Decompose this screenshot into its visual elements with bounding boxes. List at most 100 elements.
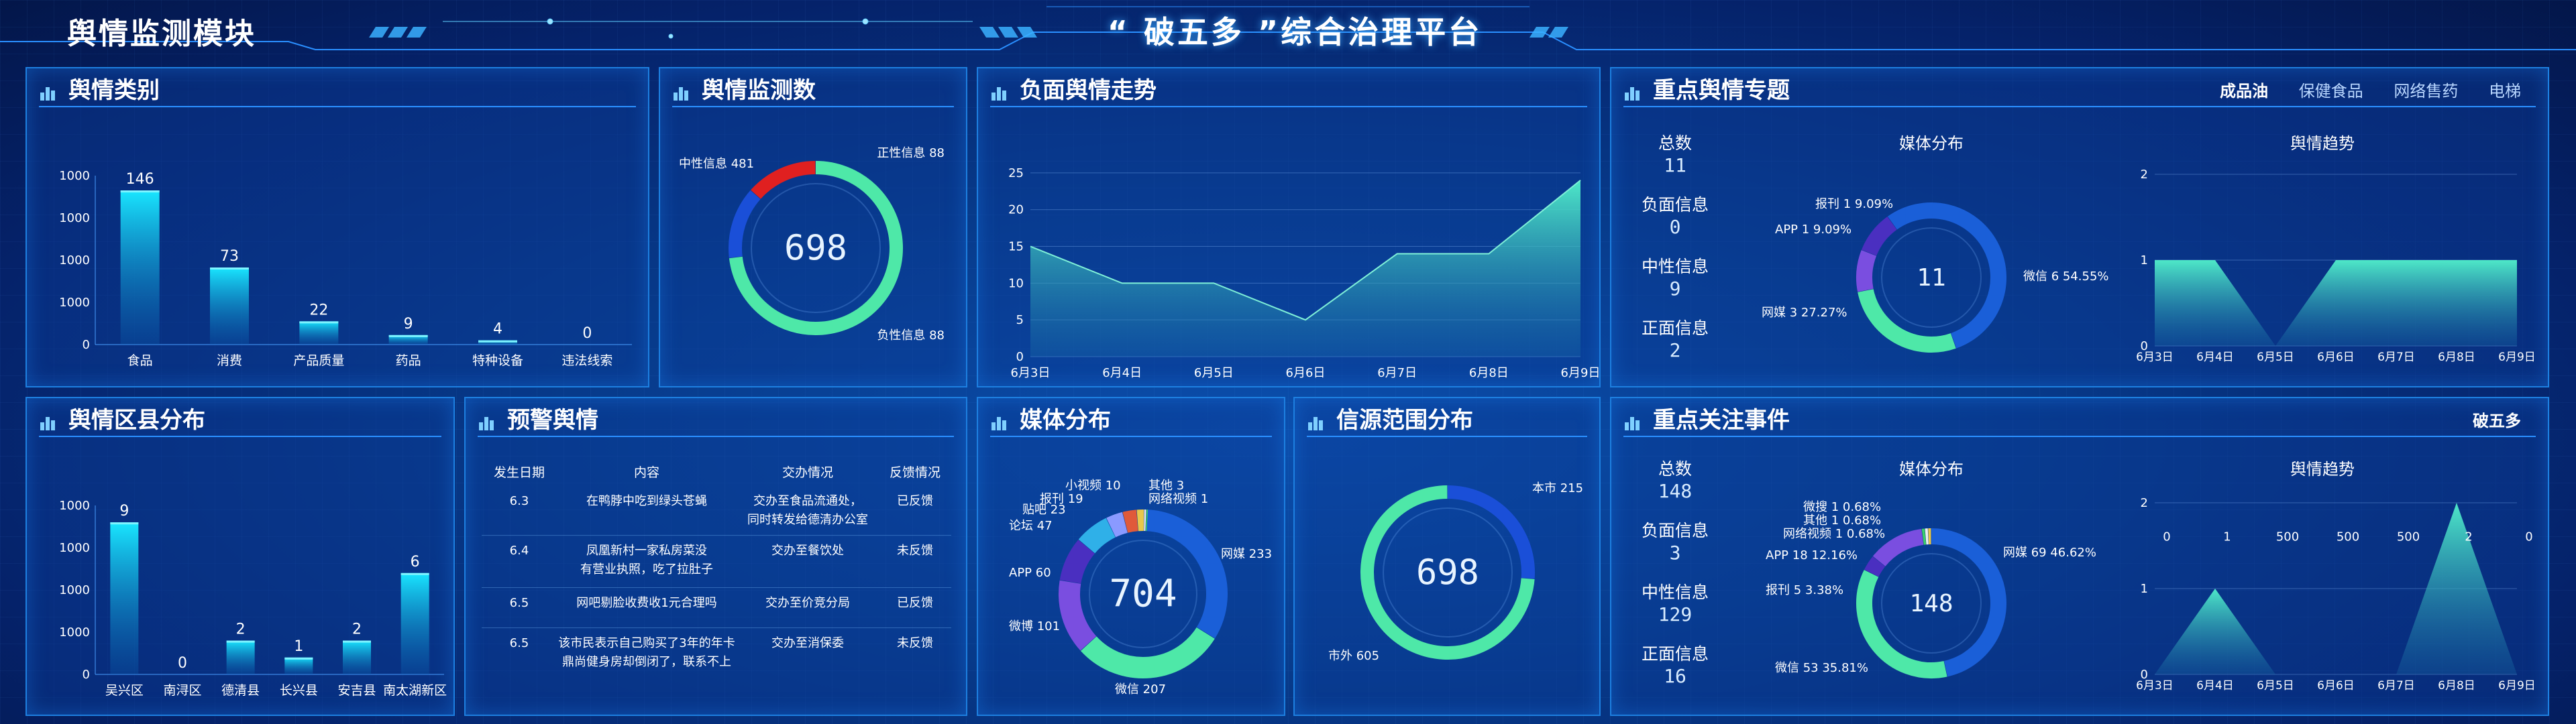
bar-value-label: 9 (404, 316, 413, 333)
slice-label: 网媒 69 46.62% (2003, 546, 2096, 560)
cell-content: 该市民表示自己购买了3年的年卡 鼎尚健身房却倒闭了，联系不上 (558, 636, 735, 669)
tab-wangluoshouyao[interactable]: 网络售药 (2394, 82, 2459, 101)
slice-label: 负性信息 88 (877, 328, 945, 343)
donut-center-value: 698 (1416, 552, 1479, 593)
y-tick-label: 1000 (59, 169, 90, 183)
bar (343, 640, 371, 674)
area-fill (2155, 260, 2517, 346)
x-tick-label: 6月4日 (2196, 351, 2234, 364)
panel-title-warning: 预警舆情 (478, 405, 954, 437)
slice-label: 论坛 47 (1009, 519, 1053, 533)
media-donut-chart: 704 网媒 233 微信 207 微博 101 APP 60 论坛 47 贴吧 23报刊 … (1009, 479, 1272, 697)
x-tick-label: 南太湖新区 (383, 683, 447, 698)
y-tick-label: 5 (1016, 313, 1024, 327)
x-tick-label: 6月5日 (1194, 366, 1234, 380)
y-tick-label: 1 (2141, 582, 2148, 596)
stat-negative-value: 0 (1669, 216, 1681, 238)
table-header-date: 发生日期 (493, 465, 545, 480)
row-divider (482, 627, 951, 628)
tab-dianti[interactable]: 电梯 (2489, 82, 2521, 101)
x-tick-label: 6月3日 (2136, 351, 2174, 364)
panel-title-trend: 负面舆情走势 (990, 75, 1587, 107)
bar-cap (400, 572, 429, 575)
cell-feedback: 未反馈 (897, 544, 933, 558)
bar-cap (343, 640, 371, 643)
donut-inner-ring (1089, 540, 1197, 648)
y-tick-label: 1000 (59, 253, 90, 267)
y-tick-label: 10 (1008, 276, 1024, 290)
event-stat-total-label: 总数 (1658, 459, 1692, 479)
bar-value-label: 2 (236, 621, 246, 638)
bar-value-label: 22 (309, 302, 328, 318)
slice-label: 微信 53 35.81% (1775, 661, 1868, 675)
bar-cap (388, 335, 428, 337)
topics-media-title: 媒体分布 (1899, 134, 1964, 153)
tab-chengpinyou[interactable]: 成品油 (2220, 82, 2269, 101)
monitor-donut-chart: 698 中性信息 481 正性信息 88 负性信息 88 (679, 146, 945, 343)
x-tick-label: 药品 (396, 353, 421, 368)
slice-label: 网媒 233 (1221, 547, 1272, 561)
slice-label: 报刊 5 3.38% (1766, 583, 1843, 597)
bar-cap (299, 321, 339, 324)
bar-chart-icon (39, 84, 58, 101)
bar-cap (478, 340, 517, 343)
donut-slice (1861, 217, 1897, 256)
panel-title-media: 媒体分布 (990, 405, 1272, 437)
donut-slice (1360, 485, 1535, 660)
panel-warning: 预警舆情 发生日期 内容 交办情况 反馈情况 6.3 在鸭脖中吃到绿头苍蝇 交办至食… (464, 397, 967, 716)
y-tick-label: 1000 (59, 583, 90, 597)
scope-donut-chart: 698 本市 215 市外 605 (1328, 481, 1583, 663)
bar-chart-icon (672, 84, 691, 101)
bar (226, 640, 255, 674)
tab-baojianshipin[interactable]: 保健食品 (2298, 82, 2363, 101)
donut-inner-ring (1881, 227, 1982, 328)
panel-title-text: 舆情区县分布 (68, 407, 205, 434)
row-divider (482, 587, 951, 588)
cell-date: 6.5 (509, 596, 529, 610)
y-tick-label: 0 (2141, 668, 2148, 682)
cell-handle: 交办至价竞分局 (765, 596, 850, 610)
x-tick-label: 6月4日 (2196, 679, 2234, 692)
x-tick-label: 食品 (127, 353, 153, 368)
point-label: 0 (2163, 530, 2170, 544)
x-tick-label: 6月9日 (2498, 351, 2536, 364)
event-stat-neutral-value: 129 (1658, 603, 1693, 625)
bar-value-label: 2 (352, 621, 362, 638)
cell-date: 6.4 (509, 544, 529, 558)
area-peak (2155, 589, 2275, 674)
stat-neutral-value: 9 (1669, 278, 1681, 300)
event-stat-negative-label: 负面信息 (1641, 521, 1709, 540)
donut-slice (1858, 288, 1956, 353)
slice-label: 网络视频 1 (1148, 492, 1208, 506)
x-tick-label: 安吉县 (337, 683, 376, 698)
panel-title-text: 媒体分布 (1020, 407, 1111, 434)
slice-label: 其他 1 0.68% (1803, 514, 1881, 528)
negative-trend-area-chart: 0 5 10 15 20 25 6月3日 6月4日 6月5日 6月6日 6月7日 6月8日 6月9日 (1008, 166, 1600, 380)
bar-value-label: 4 (493, 321, 502, 338)
stat-neutral-label: 中性信息 (1641, 257, 1709, 276)
bar-value-label: 9 (119, 503, 129, 520)
tab-powuduo[interactable]: 破五多 (2473, 412, 2521, 430)
panel-title-text: 负面舆情走势 (1020, 77, 1157, 104)
events-charts: 148 网媒 69 46.62% 微信 53 35.81% 报刊 5 3.38% APP… (1766, 496, 2536, 692)
point-label: 1 (2223, 530, 2231, 544)
donut-slice (1856, 570, 1947, 678)
y-tick-label: 0 (1016, 350, 1024, 364)
bar (400, 572, 429, 674)
cell-handle: 交办至消保委 (771, 636, 844, 650)
y-tick-label: 0 (2141, 339, 2148, 353)
cell-feedback: 已反馈 (897, 596, 933, 610)
panel-title-text: 舆情类别 (68, 77, 160, 104)
point-label: 500 (2276, 530, 2299, 544)
panel-title-district: 舆情区县分布 (39, 405, 441, 437)
bar-chart-icon (990, 84, 1009, 101)
donut-center-value: 148 (1909, 590, 1953, 617)
panel-title-text: 预警舆情 (507, 407, 598, 434)
cell-handle: 交办至餐饮处 (771, 544, 844, 558)
donut-slice (1931, 528, 2006, 677)
event-stat-positive-value: 16 (1664, 665, 1686, 687)
bar-value-label: 0 (582, 325, 592, 342)
x-tick-label: 6月3日 (1011, 366, 1051, 380)
bar-value-label: 73 (220, 248, 239, 265)
x-tick-label: 6月5日 (2257, 679, 2294, 692)
